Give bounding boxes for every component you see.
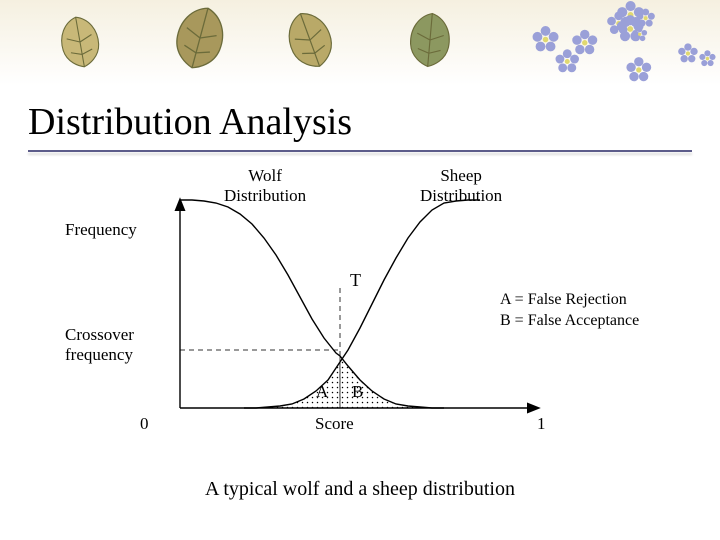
decorative-banner xyxy=(0,0,720,90)
title-underline xyxy=(28,150,692,152)
threshold-label: T xyxy=(350,270,361,291)
legend-line-b: B = False Acceptance xyxy=(500,311,639,332)
sheep-label: Sheep Distribution xyxy=(420,166,502,205)
frequency-label: Frequency xyxy=(65,220,137,240)
x-zero-label: 0 xyxy=(140,414,149,434)
x-one-label: 1 xyxy=(537,414,546,434)
slide-caption: A typical wolf and a sheep distribution xyxy=(0,478,720,501)
wolf-label: Wolf Distribution xyxy=(224,166,306,205)
slide-title: Distribution Analysis xyxy=(28,100,692,144)
title-bar: Distribution Analysis xyxy=(28,100,692,152)
xaxis-label: Score xyxy=(315,414,354,434)
region-b-label: B xyxy=(352,382,363,402)
crossover-label: Crossover frequency xyxy=(65,325,134,364)
region-a-label: A xyxy=(316,382,328,402)
legend: A = False Rejection B = False Acceptance xyxy=(500,290,639,332)
legend-line-a: A = False Rejection xyxy=(500,290,639,311)
banner-svg xyxy=(0,0,720,90)
